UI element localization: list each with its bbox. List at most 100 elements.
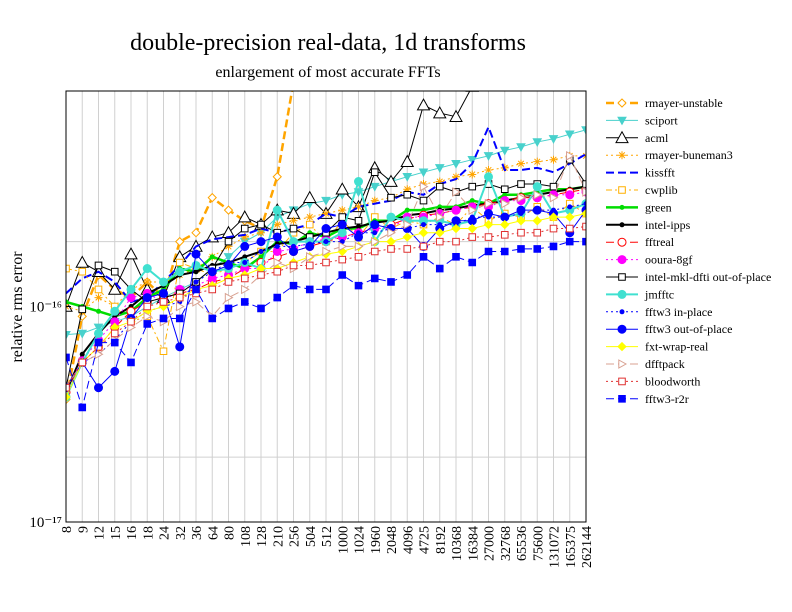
- marker: [371, 236, 380, 247]
- marker: [483, 172, 494, 182]
- marker: [354, 281, 363, 290]
- marker: [549, 155, 558, 164]
- marker: [209, 254, 215, 260]
- marker: [617, 237, 627, 247]
- marker: [110, 317, 120, 327]
- marker: [321, 224, 331, 234]
- marker: [273, 267, 282, 276]
- marker: [143, 302, 152, 311]
- marker: [66, 383, 70, 392]
- series-line: [66, 124, 586, 304]
- marker: [143, 311, 153, 322]
- marker: [416, 98, 431, 111]
- marker: [617, 324, 627, 334]
- legend-label: acml: [645, 131, 669, 145]
- marker: [305, 241, 315, 251]
- x-tick-label: 80: [223, 526, 238, 540]
- x-tick-label: 4725: [418, 526, 433, 554]
- legend-label: intel-ipps: [645, 218, 691, 232]
- marker: [193, 279, 199, 285]
- marker: [93, 328, 104, 338]
- x-tick-label: 32768: [499, 526, 514, 561]
- marker: [240, 241, 250, 251]
- marker: [289, 281, 298, 290]
- marker: [322, 285, 330, 294]
- marker: [582, 180, 586, 188]
- marker: [434, 164, 445, 173]
- x-tick-label: 504: [304, 526, 319, 547]
- marker: [468, 258, 477, 267]
- marker: [400, 154, 415, 167]
- marker: [469, 198, 475, 204]
- marker: [94, 338, 103, 347]
- marker: [468, 233, 477, 241]
- marker: [420, 222, 427, 228]
- marker: [110, 306, 120, 316]
- marker: [223, 260, 234, 270]
- marker: [240, 298, 249, 306]
- marker: [93, 323, 104, 333]
- marker: [432, 106, 447, 119]
- x-tick-label: 8192: [434, 526, 449, 554]
- marker: [618, 377, 626, 386]
- marker: [175, 258, 184, 267]
- marker: [517, 228, 525, 237]
- marker: [617, 289, 627, 299]
- marker: [419, 181, 429, 192]
- marker: [533, 157, 542, 166]
- marker: [79, 351, 85, 357]
- marker: [338, 255, 347, 264]
- marker: [223, 205, 234, 215]
- marker: [322, 246, 332, 257]
- marker: [533, 245, 542, 253]
- x-tick-label: 262144: [580, 526, 595, 568]
- marker: [321, 196, 331, 206]
- x-tick-label: 2048: [385, 526, 400, 554]
- legend-label: cwplib: [645, 183, 678, 197]
- marker: [223, 253, 234, 262]
- marker: [192, 297, 202, 307]
- marker: [564, 130, 575, 140]
- marker: [582, 237, 586, 246]
- marker: [338, 213, 347, 221]
- marker: [77, 311, 87, 322]
- marker: [224, 278, 233, 286]
- marker: [618, 359, 628, 369]
- marker: [500, 231, 509, 239]
- marker: [369, 182, 380, 192]
- legend-label: fxt-wrap-real: [645, 340, 709, 354]
- marker: [338, 206, 347, 215]
- marker: [94, 293, 103, 302]
- x-tick-label: 512: [320, 526, 335, 547]
- marker: [175, 236, 185, 247]
- marker: [256, 237, 266, 247]
- marker: [208, 285, 217, 294]
- marker: [451, 159, 461, 169]
- x-tick-label: 16: [125, 526, 140, 540]
- legend-label: sciport: [645, 113, 678, 127]
- marker: [370, 168, 379, 176]
- marker: [142, 293, 152, 303]
- marker: [143, 320, 152, 328]
- x-tick-label: 32: [174, 526, 189, 540]
- marker: [372, 230, 378, 236]
- marker: [224, 242, 233, 251]
- marker: [257, 220, 265, 229]
- marker: [449, 109, 463, 122]
- marker: [78, 267, 87, 276]
- x-tick-label: 4096: [401, 526, 416, 554]
- marker: [516, 143, 526, 152]
- marker: [193, 269, 199, 275]
- marker: [565, 237, 574, 246]
- marker: [175, 293, 184, 302]
- marker: [338, 271, 347, 279]
- marker: [387, 245, 395, 253]
- marker: [483, 209, 494, 219]
- marker: [615, 130, 629, 144]
- marker: [273, 220, 282, 229]
- marker: [517, 192, 527, 203]
- marker: [124, 247, 138, 260]
- x-tick-label: 64: [206, 526, 221, 540]
- marker: [353, 177, 364, 187]
- marker: [549, 192, 559, 203]
